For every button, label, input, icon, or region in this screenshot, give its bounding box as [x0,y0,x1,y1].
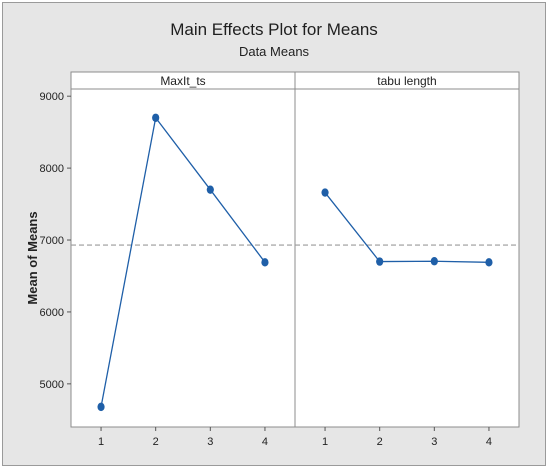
x-tick-label: 3 [431,436,437,448]
x-tick-label: 2 [153,436,159,448]
x-tick-label: 1 [322,436,328,448]
data-point [321,188,329,197]
plot-area: MaxIt_ts tabu length 5000 6000 7000 8000 9000 M… [25,71,520,448]
x-tick-label: 4 [262,436,268,448]
y-tick-label: 7000 [40,235,64,247]
data-point [261,258,269,267]
panel-label: tabu length [377,74,436,88]
data-point [152,113,160,122]
chart-subtitle: Data Means [238,44,310,59]
x-tick-label: 2 [377,436,383,448]
x-tick-label: 3 [207,436,213,448]
data-point [206,185,214,194]
panel-strip [71,72,295,89]
y-axis-label: Mean of Means [25,211,40,304]
panel-background [295,89,519,427]
series-line [324,192,489,263]
panel-label: MaxIt_ts [160,74,205,88]
y-tick-label: 5000 [40,379,64,391]
y-tick-label: 8000 [40,163,64,175]
data-point [97,402,105,412]
x-tick-label: 1 [98,436,104,448]
data-point [485,258,493,267]
chart-title: Main Effects Plot for Means [170,20,378,39]
data-point [430,257,438,266]
data-point [376,257,384,266]
chart-figure: Main Effects Plot for Means Data Means M… [2,2,546,466]
y-tick-label: 9000 [40,91,64,103]
x-tick-label: 4 [486,436,492,448]
series-line [100,116,266,407]
panel-strip [295,72,519,89]
y-tick-label: 6000 [40,307,64,319]
